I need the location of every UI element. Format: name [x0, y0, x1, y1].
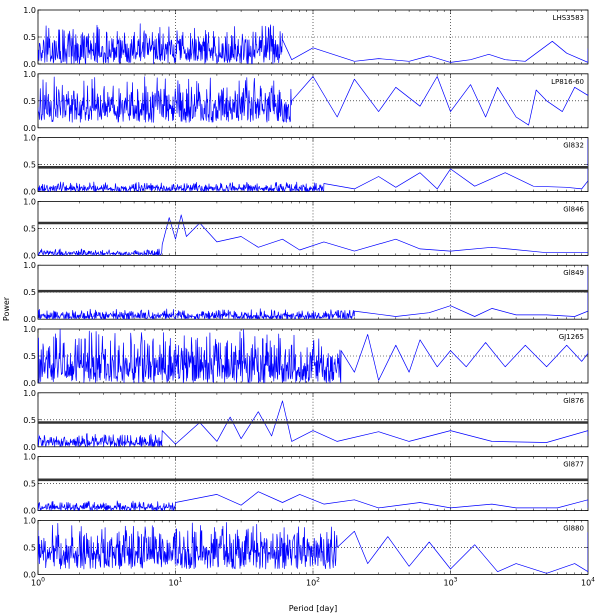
y-tick-label: 0.0 [23, 124, 36, 133]
y-tick-label: 0.0 [23, 570, 36, 579]
panels: 0.0 0.5 1.0 LHS3583 0.0 0.5 1.0 LP816-60 0.0 0.5 1… [23, 6, 595, 587]
periodogram-line [38, 522, 588, 574]
y-tick-label: 0.5 [23, 543, 36, 552]
panel-gl877: 0.0 0.5 1.0 Gl877 [23, 453, 589, 516]
periodogram-line [38, 329, 588, 383]
panel-label: Gl846 [563, 205, 584, 213]
y-tick-label: 1.0 [23, 516, 36, 525]
periodogram-line [38, 491, 588, 511]
x-axis-title: Period [day] [289, 604, 337, 613]
y-tick-label: 0.5 [23, 33, 36, 42]
panel-label: LP816-60 [551, 78, 584, 86]
panel-lp816-60: 0.0 0.5 1.0 LP816-60 [23, 70, 589, 133]
panel-label: Gl876 [563, 397, 584, 405]
periodogram-line [38, 214, 588, 256]
y-tick-label: 0.5 [23, 288, 36, 297]
panel-label: GJ1265 [559, 333, 584, 341]
y-tick-label: 1.0 [23, 389, 36, 398]
panel-label: LHS3583 [553, 14, 584, 22]
y-tick-label: 1.0 [23, 261, 36, 270]
y-tick-label: 0.5 [23, 161, 36, 170]
panel-label: Gl877 [563, 461, 584, 469]
y-tick-label: 0.5 [23, 480, 36, 489]
y-tick-label: 1.0 [23, 453, 36, 462]
y-tick-label: 1.0 [23, 325, 36, 334]
y-tick-label: 1.0 [23, 6, 36, 15]
y-tick-label: 0.0 [23, 507, 36, 516]
y-tick-label: 0.5 [23, 416, 36, 425]
periodogram-line [38, 76, 588, 126]
panel-gl832: 0.0 0.5 1.0 Gl832 [23, 134, 589, 197]
panel-label: Gl849 [563, 269, 584, 277]
periodogram-line [38, 400, 588, 447]
panel-gl849: 0.0 0.5 1.0 Gl849 [23, 261, 589, 324]
y-tick-label: 1.0 [23, 134, 36, 143]
y-tick-label: 0.0 [23, 60, 36, 69]
y-tick-label: 0.0 [23, 315, 36, 324]
y-tick-label: 0.0 [23, 379, 36, 388]
panel-gl846: 0.0 0.5 1.0 Gl846 [23, 197, 589, 260]
x-tick-label: 101 [168, 576, 182, 587]
y-tick-label: 0.0 [23, 188, 36, 197]
y-axis-title: Power [2, 296, 11, 321]
panel-gl876: 0.0 0.5 1.0 Gl876 [23, 389, 589, 452]
x-tick-label: 102 [306, 576, 320, 587]
y-tick-label: 0.5 [23, 97, 36, 106]
y-tick-label: 0.0 [23, 443, 36, 452]
x-tick-label: 103 [443, 576, 457, 587]
y-tick-label: 0.5 [23, 352, 36, 361]
panel-lhs3583: 0.0 0.5 1.0 LHS3583 [23, 6, 589, 69]
panel-gl880: 0.0 0.5 1.0 Gl880 [23, 516, 589, 579]
y-tick-label: 1.0 [23, 70, 36, 79]
periodogram-line [38, 139, 588, 192]
y-tick-label: 1.0 [23, 197, 36, 206]
x-tick-labels: 100 101 102 103 104 [31, 576, 595, 587]
y-tick-label: 0.0 [23, 251, 36, 260]
panel-label: Gl832 [563, 142, 584, 150]
y-tick-label: 0.5 [23, 224, 36, 233]
x-tick-label: 100 [31, 576, 45, 587]
panel-label: Gl880 [563, 524, 584, 532]
periodogram-line [38, 266, 588, 320]
x-tick-label: 104 [581, 576, 595, 587]
panel-gj1265: 0.0 0.5 1.0 GJ1265 [23, 325, 589, 388]
periodogram-line [38, 23, 588, 64]
